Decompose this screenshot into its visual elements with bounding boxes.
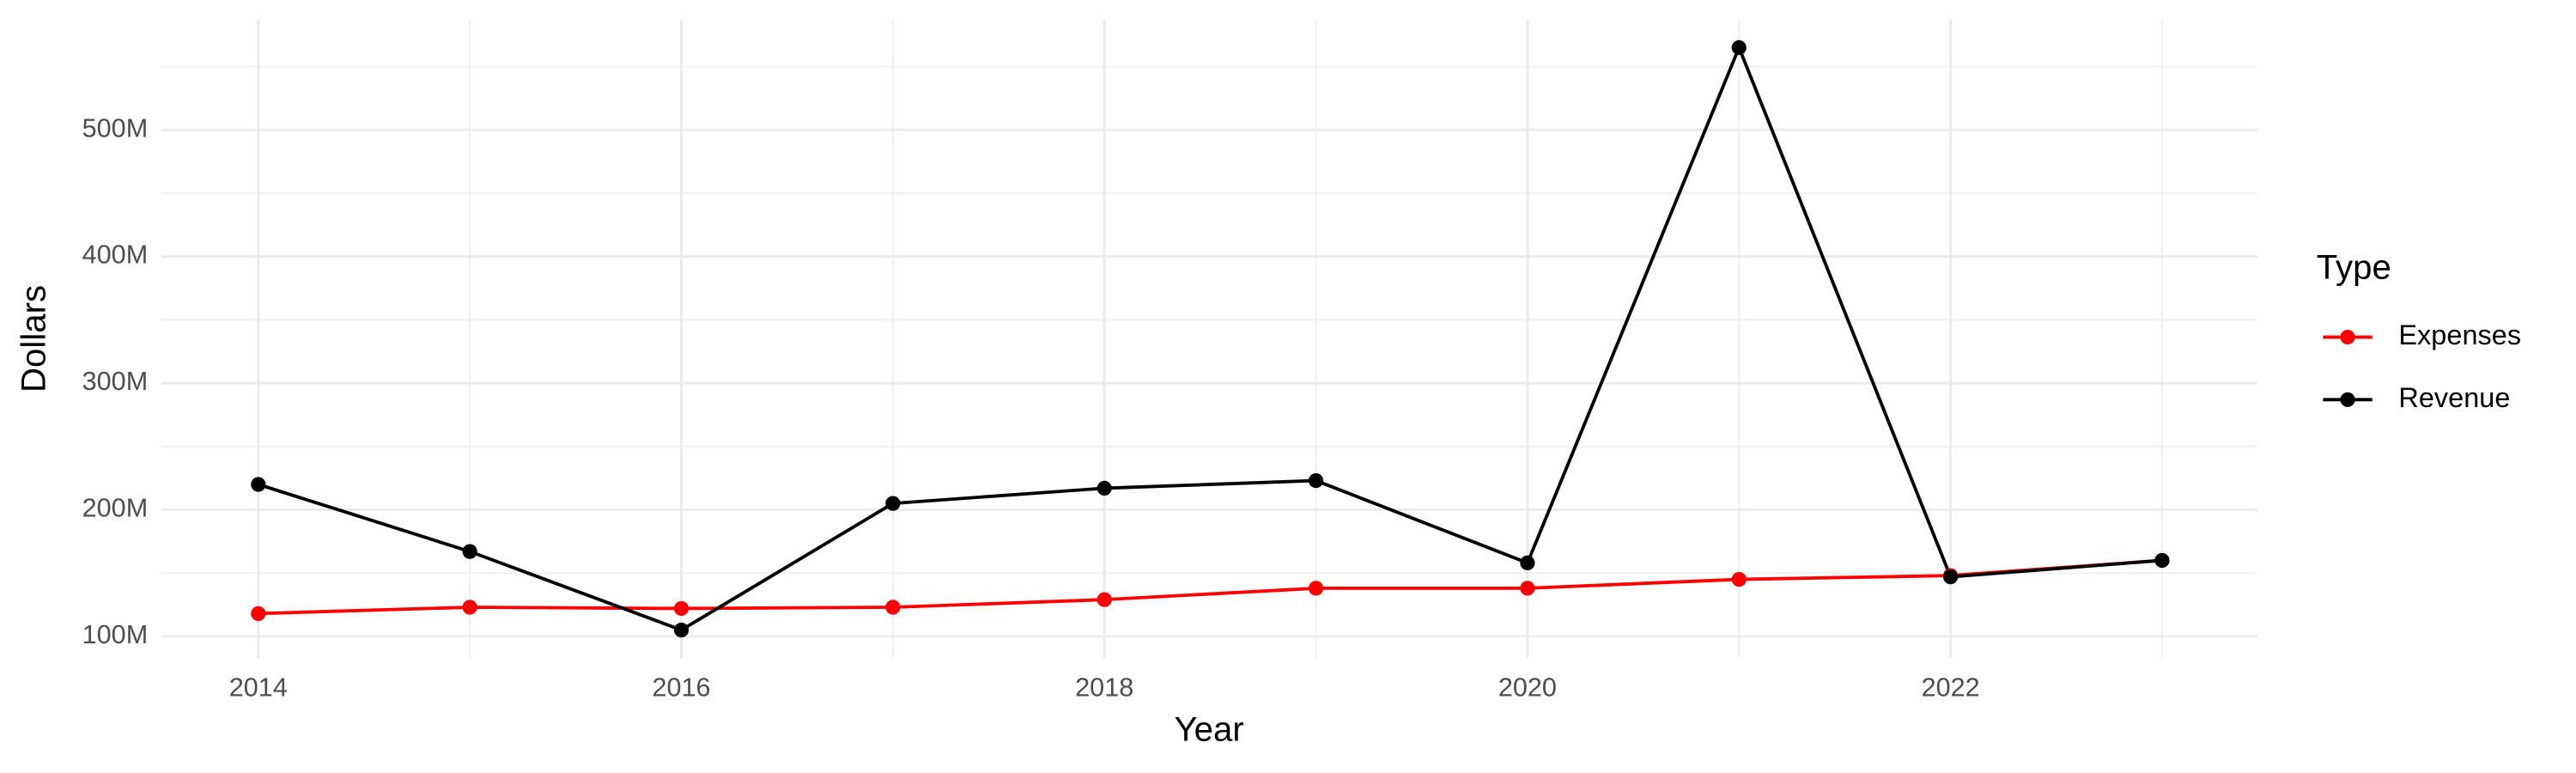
data-point	[1308, 581, 1324, 596]
data-point	[462, 544, 477, 559]
legend-marker	[2340, 392, 2355, 407]
x-tick-label: 2020	[1498, 673, 1557, 702]
series-line	[258, 43, 2163, 632]
data-point	[251, 606, 266, 621]
x-axis-title: Year	[1175, 710, 1244, 749]
legend-marker	[2340, 329, 2355, 345]
y-tick-label: 200M	[82, 494, 149, 523]
y-tick-label: 100M	[82, 620, 149, 649]
legend-title: Type	[2317, 248, 2391, 287]
data-point	[1731, 571, 1747, 587]
data-point	[885, 496, 901, 511]
data-point	[673, 622, 690, 638]
y-tick-label: 500M	[82, 113, 149, 143]
data-point	[1097, 592, 1112, 607]
x-tick-label: 2016	[652, 673, 710, 702]
data-point	[1308, 472, 1324, 489]
data-point	[673, 600, 690, 617]
legend-label: Revenue	[2398, 382, 2510, 413]
x-tick-label: 2022	[1922, 673, 1980, 702]
legend-label: Expenses	[2398, 320, 2521, 350]
data-point	[462, 600, 477, 615]
y-tick-label: 300M	[82, 367, 149, 396]
y-axis-title: Dollars	[15, 285, 53, 393]
x-tick-label: 2018	[1075, 673, 1133, 702]
data-point	[1943, 569, 1959, 585]
data-point	[1520, 555, 1535, 571]
data-point	[251, 477, 266, 492]
data-point	[1520, 581, 1535, 596]
data-point	[885, 600, 901, 615]
data-point	[2154, 552, 2170, 569]
series-line	[258, 558, 2163, 616]
data-point	[1731, 40, 1747, 56]
x-tick-label: 2014	[229, 673, 288, 702]
y-tick-label: 400M	[82, 240, 149, 270]
data-point	[1097, 480, 1112, 496]
